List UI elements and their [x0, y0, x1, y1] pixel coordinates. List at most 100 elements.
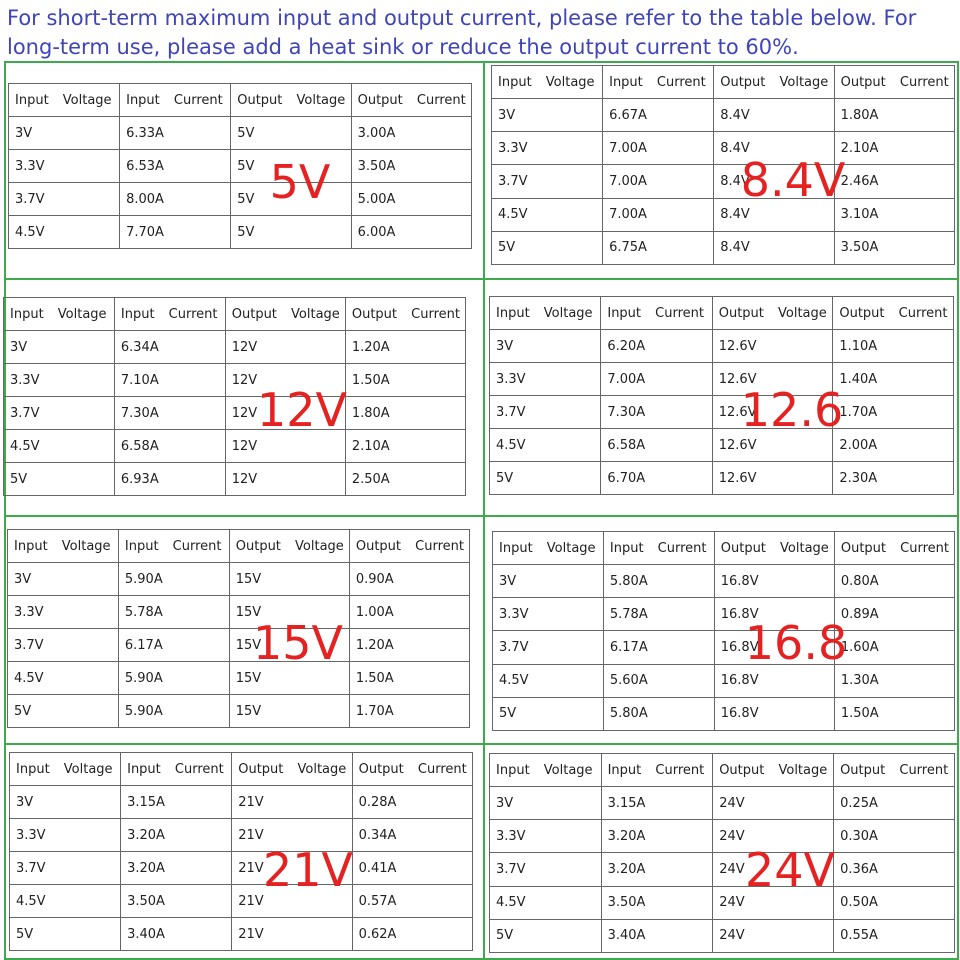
table-cell: 2.00A — [832, 428, 954, 462]
table-cell: 3.7V — [8, 851, 122, 885]
table-cell: 15V — [228, 595, 350, 629]
table-cell: 6.75A — [602, 230, 715, 265]
voltage-label: 12V — [256, 383, 348, 437]
column-header: Output Voltage — [231, 752, 353, 786]
table-cell: 0.57A — [351, 884, 474, 918]
table-cell: 0.28A — [351, 785, 474, 819]
voltage-label: 8.4V — [740, 153, 846, 207]
column-header: Output Voltage — [713, 530, 835, 566]
column-header: Input Voltage — [7, 529, 119, 563]
header-row: Input Voltage Input Current Output Voltage… — [489, 752, 955, 788]
table-cell: 3.20A — [120, 818, 233, 852]
table-cell: 3.40A — [120, 917, 233, 951]
table-cell: 7.30A — [113, 396, 226, 430]
table-cell: 3.15A — [120, 785, 233, 819]
table-row: 3V 6.20A 12.6V 1.10A — [488, 329, 954, 363]
table-cell: 6.58A — [600, 428, 713, 462]
table-cell: 5.60A — [602, 663, 715, 698]
table-cell: 4.5V — [7, 661, 119, 695]
table-cell: 8.4V — [713, 164, 835, 199]
table-cell: 6.34A — [113, 330, 226, 364]
table-cell: 12.6V — [711, 428, 834, 462]
table-cell: 15V — [228, 562, 350, 596]
table-cell: 3.50A — [600, 885, 714, 920]
table-cell: 0.41A — [351, 851, 474, 885]
table-cell: 1.40A — [832, 362, 954, 396]
table-cell: 3.7V — [488, 395, 602, 429]
column-header: Output Current — [350, 83, 473, 117]
table-cell: 1.50A — [348, 661, 471, 695]
column-header: Output Current — [344, 297, 467, 331]
table-cell: 4.5V — [489, 885, 602, 920]
table-cell: 1.20A — [344, 330, 467, 364]
table-row: 3.3V 7.00A 8.4V 2.10A — [490, 131, 956, 166]
table-cell: 12V — [224, 330, 346, 364]
table-cell: 3V — [7, 116, 121, 150]
voltage-label: 16.8 — [744, 616, 848, 670]
table-cell: 3.3V — [8, 818, 122, 852]
table-row: 3.7V 6.17A 15V 1.20A — [7, 628, 471, 662]
table-cell: 6.33A — [119, 116, 232, 150]
table-cell: 24V — [712, 885, 835, 920]
table-cell: 3V — [490, 98, 604, 133]
column-header: Input Voltage — [490, 64, 604, 100]
table-cell: 16.8V — [713, 564, 835, 599]
table-cell: 1.70A — [348, 694, 471, 728]
voltage-label: 15V — [252, 616, 344, 670]
table-cell: 1.50A — [833, 696, 956, 731]
voltage-label: 5V — [269, 155, 331, 209]
table-cell: 7.00A — [602, 197, 715, 232]
table-row: 3.7V 6.17A 16.8V 1.60A — [492, 630, 956, 665]
table-cell: 3.40A — [600, 918, 714, 953]
table-row: 3.3V 3.20A 24V 0.30A — [489, 819, 955, 854]
header-row: Input Voltage Input Current Output Voltage… — [3, 297, 467, 331]
header-row: Input Voltage Input Current Output Voltage… — [488, 296, 954, 330]
header-text: For short-term maximum input and output … — [7, 6, 917, 59]
table-cell: 8.00A — [119, 182, 232, 216]
table-row: 3.3V 6.53A 5V 3.50A — [7, 149, 473, 183]
table-cell: 0.50A — [833, 885, 955, 920]
table-cell: 3V — [8, 785, 122, 819]
table-cell: 3.20A — [600, 852, 714, 887]
table-cell: 0.36A — [833, 852, 955, 887]
table-cell: 5.90A — [117, 562, 230, 596]
column-header: Output Current — [832, 296, 954, 330]
table-cell: 3V — [489, 786, 602, 821]
table-cell: 3.3V — [7, 595, 119, 629]
table-cell: 1.20A — [348, 628, 471, 662]
table-cell: 3V — [492, 564, 604, 599]
table-cell: 6.70A — [600, 461, 713, 495]
data-table: Input Voltage Input Current Output Voltage… — [489, 752, 955, 953]
table-cell: 16.8V — [713, 630, 835, 665]
table-cell: 0.62A — [351, 917, 474, 951]
frame — [483, 743, 959, 960]
table-row: 4.5V 3.50A 24V 0.50A — [489, 885, 955, 920]
header-row: Input Voltage Input Current Output Voltage… — [490, 64, 956, 100]
table-cell: 3.7V — [7, 182, 121, 216]
table-cell: 5.90A — [117, 661, 230, 695]
table-cell: 3.7V — [492, 630, 604, 665]
table-cell: 7.30A — [600, 395, 713, 429]
table-cell: 5V — [7, 694, 119, 728]
table-cell: 7.00A — [602, 131, 715, 166]
table-cell: 12.6V — [711, 329, 834, 363]
table-cell: 3V — [488, 329, 602, 363]
table-cell: 24V — [712, 918, 835, 953]
table-row: 3V 6.67A 8.4V 1.80A — [490, 98, 956, 133]
table-cell: 3.15A — [600, 786, 714, 821]
table-cell: 5V — [489, 918, 602, 953]
column-header: Input Current — [113, 297, 226, 331]
table-row: 4.5V 6.58A 12.6V 2.00A — [488, 428, 954, 462]
table-cell: 5V — [3, 462, 115, 496]
table-cell: 7.00A — [602, 164, 715, 199]
column-header: Input Current — [600, 296, 713, 330]
table-cell: 0.90A — [348, 562, 471, 596]
table-row: 4.5V 5.90A 15V 1.50A — [7, 661, 471, 695]
table-cell: 4.5V — [3, 429, 115, 463]
column-header: Output Current — [351, 752, 474, 786]
table-cell: 5.80A — [602, 696, 715, 731]
column-header: Input Voltage — [7, 83, 121, 117]
column-header: Input Voltage — [3, 297, 115, 331]
table-cell: 16.8V — [713, 663, 835, 698]
